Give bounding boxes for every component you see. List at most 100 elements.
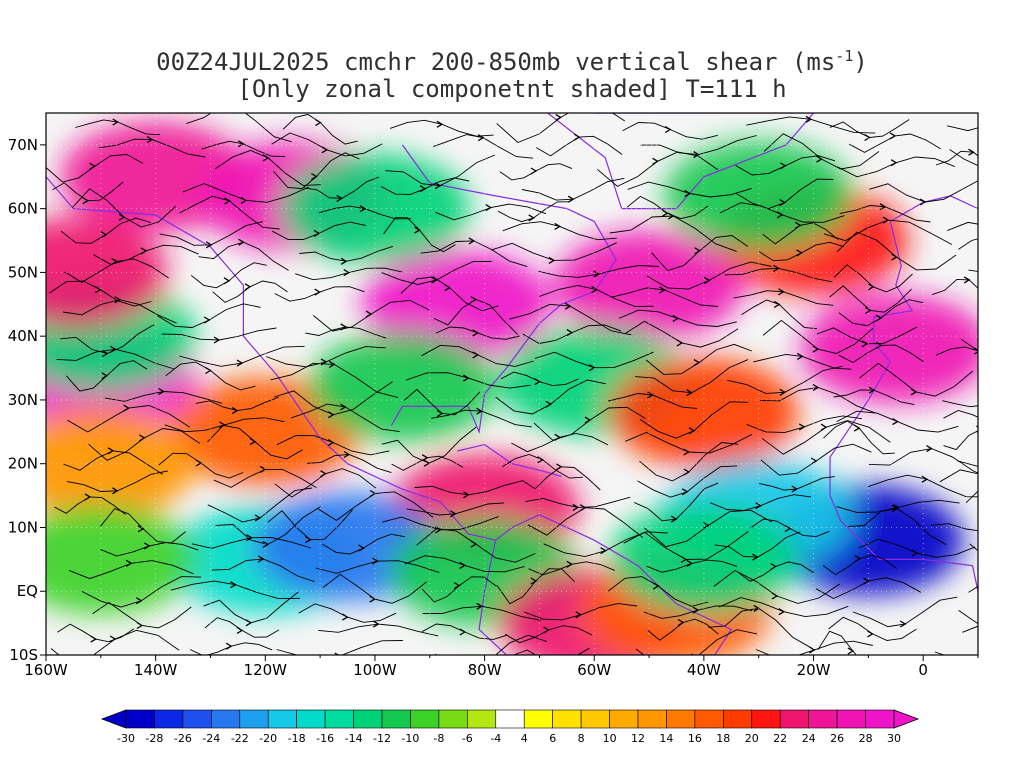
streamline-arrow xyxy=(892,418,899,426)
streamline-arrow xyxy=(472,329,479,337)
streamline-arrow xyxy=(224,197,231,205)
coastline-4 xyxy=(829,195,978,496)
streamline-arrow xyxy=(421,454,429,462)
map-title-line1: 00Z24JUL2025 cmchr 200-850mb vertical sh… xyxy=(156,47,868,76)
colorbar-label: 26 xyxy=(830,732,844,745)
streamline-arrow xyxy=(257,555,265,563)
streamline xyxy=(186,113,292,143)
streamline-arrow xyxy=(670,515,678,523)
streamline-arrow xyxy=(564,302,572,310)
streamline-arrow xyxy=(450,510,457,518)
streamline-arrow xyxy=(779,199,786,207)
streamline-arrow xyxy=(593,270,600,278)
x-tick-label: 80W xyxy=(468,661,502,679)
colorbar-swatch xyxy=(808,709,838,729)
streamline-arrow xyxy=(240,196,248,204)
streamline-arrow xyxy=(847,647,855,655)
streamline-arrow xyxy=(1002,258,1007,264)
streamline-arrow xyxy=(796,249,803,257)
streamline-arrow xyxy=(567,195,575,203)
streamline-arrow xyxy=(365,310,373,318)
streamline-arrow xyxy=(158,387,165,396)
streamline xyxy=(947,221,978,232)
streamline-arrow xyxy=(1005,117,1010,123)
colorbar-label: -30 xyxy=(117,732,135,745)
colorbar-swatch xyxy=(723,709,753,729)
streamline-arrow xyxy=(468,237,476,245)
streamline-arrow xyxy=(114,296,122,304)
streamline-arrow xyxy=(530,577,538,585)
x-tick-label: 100W xyxy=(353,661,397,679)
colorbar-swatch xyxy=(580,709,610,729)
streamline-arrow xyxy=(236,359,244,367)
streamline-arrow xyxy=(543,626,550,634)
x-tick-label: 40W xyxy=(687,661,721,679)
streamline-arrow xyxy=(95,286,102,294)
streamline-arrow xyxy=(867,283,875,291)
y-tick-label: 60N xyxy=(8,200,38,218)
streamline-arrow xyxy=(315,119,322,127)
streamline-arrow xyxy=(203,316,211,324)
colorbar: -30 -28 -26 -24 -22 -20 -18 -16 -14 -12 -10 -8 -6 -4 4… xyxy=(100,709,920,745)
colorbar-swatch xyxy=(154,709,184,729)
streamline-arrow xyxy=(244,283,252,291)
y-tick-label: 10N xyxy=(8,518,38,536)
colorbar-label: 16 xyxy=(688,732,702,745)
x-tick-label: 60W xyxy=(577,661,611,679)
streamline-arrow xyxy=(314,288,321,296)
streamline-arrow xyxy=(771,592,779,600)
streamline-arrow xyxy=(554,433,561,441)
colorbar-label: -18 xyxy=(288,732,306,745)
shear-region-25 xyxy=(46,504,196,615)
streamline-arrow xyxy=(107,447,115,455)
streamline-arrow xyxy=(861,340,869,348)
streamline-arrow xyxy=(321,146,329,154)
streamline-arrow xyxy=(910,388,918,396)
streamline-arrow xyxy=(230,581,237,589)
streamline-arrow xyxy=(311,173,318,181)
colorbar-label: -8 xyxy=(433,732,444,745)
streamline-arrow xyxy=(205,241,213,249)
streamline-arrow xyxy=(112,118,119,126)
streamline-arrow xyxy=(436,409,444,418)
streamline-arrow xyxy=(259,465,267,473)
x-tick-label: 160W xyxy=(24,661,68,679)
streamline xyxy=(980,204,1024,218)
colorbar-label: 10 xyxy=(603,732,617,745)
streamline-arrow xyxy=(588,364,596,372)
colorbar-label: 30 xyxy=(887,732,901,745)
colorbar-label: -16 xyxy=(316,732,334,745)
streamline-arrow xyxy=(436,120,444,128)
streamline-arrow xyxy=(254,514,262,522)
streamline-arrow xyxy=(921,475,929,483)
streamline-arrow xyxy=(865,306,872,314)
streamline-arrow xyxy=(470,295,478,304)
streamline-arrow xyxy=(555,463,563,471)
coastline-5 xyxy=(829,495,978,592)
streamline-arrow xyxy=(686,389,693,397)
streamline-arrow xyxy=(773,300,781,308)
colorbar-label: 12 xyxy=(631,732,645,745)
streamline xyxy=(943,410,978,419)
coastline-1 xyxy=(390,144,617,434)
streamline-arrow xyxy=(703,276,711,284)
streamline-arrow xyxy=(238,238,245,246)
streamline-arrow xyxy=(477,134,485,142)
streamline-arrow xyxy=(547,660,552,666)
streamline-arrow xyxy=(1007,516,1012,522)
streamline-arrow xyxy=(459,561,467,569)
streamline-arrow xyxy=(328,360,336,368)
streamline-arrow xyxy=(899,620,907,628)
shear-region-23 xyxy=(663,140,854,251)
streamline-arrow xyxy=(372,557,379,565)
streamline-arrow xyxy=(779,388,787,396)
colorbar-swatch xyxy=(324,709,354,729)
streamline-arrow xyxy=(979,402,984,408)
streamline xyxy=(939,469,978,483)
streamline-arrow xyxy=(672,314,680,322)
streamline-arrow xyxy=(996,482,1001,488)
colorbar-swatch xyxy=(467,709,497,729)
colorbar-swatch xyxy=(182,709,212,729)
streamline-arrow xyxy=(659,286,666,294)
streamline-arrow xyxy=(676,339,684,347)
